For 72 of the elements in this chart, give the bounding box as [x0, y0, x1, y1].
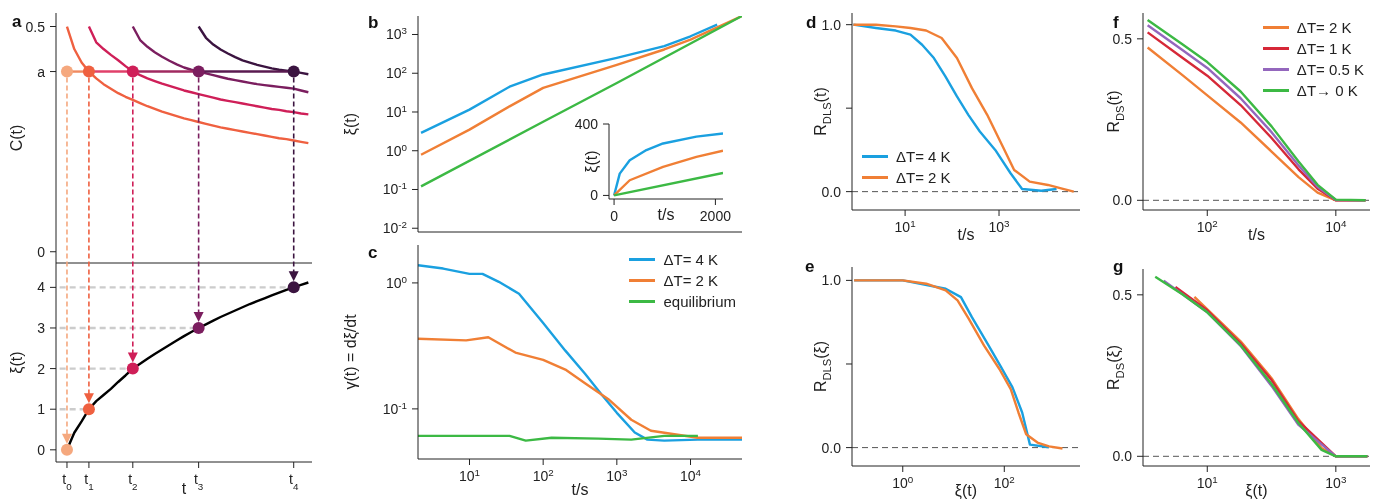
y-axis-title: γ(t) = dξ/dt	[342, 313, 361, 390]
x-axis-title: t/s	[571, 481, 589, 498]
y-tick-label: 10$^{-2}$	[382, 218, 407, 237]
y-tick-label: 0.0	[821, 439, 842, 456]
y-tick-label: 0	[37, 243, 46, 260]
y-tick-label: a	[37, 63, 46, 80]
y-axis-title: ξ(t)	[8, 351, 27, 374]
x-tick-label: 10$^{3}$	[988, 217, 1011, 235]
y-tick-label: 2	[37, 360, 46, 377]
y-tick-label: 10$^{-1}$	[382, 179, 407, 198]
y-tick-label: 1.0	[821, 272, 842, 289]
y-tick-label: 0.0	[1112, 448, 1133, 465]
x-tick-label: t$_{3}$	[193, 471, 204, 492]
y-tick-label: 10$^{1}$	[385, 102, 407, 120]
x-tick-label: 2000	[699, 208, 732, 224]
y-tick-label: 3	[37, 319, 46, 336]
chart-title: f	[1113, 13, 1119, 32]
y-tick-label: 10$^{0}$	[385, 141, 408, 159]
chart-title: a	[12, 12, 22, 31]
legend-label: ΔT= 0.5 K	[1296, 60, 1364, 80]
y-tick-label: 0.5	[25, 18, 46, 35]
x-tick-label: t$_{4}$	[289, 471, 299, 492]
x-tick-label: 10$^{2}$	[532, 466, 554, 484]
legend-label: ΔT= 2 K	[896, 168, 951, 188]
x-tick-label: 10$^{1}$	[458, 466, 481, 484]
y-tick-label: 1	[37, 401, 46, 418]
x-tick-label: 10$^{2}$	[1196, 217, 1218, 235]
chart-title: c	[368, 243, 378, 262]
legend-label: ΔT= 4 K	[896, 147, 951, 167]
chart-title: e	[805, 257, 815, 276]
y-tick-label: 10$^{-1}$	[382, 399, 407, 417]
x-tick-label: 10$^{4}$	[1325, 217, 1347, 235]
y-tick-label: 0.0	[1112, 192, 1133, 209]
y-tick-label: 0.5	[1112, 286, 1133, 303]
x-tick-label: 0	[610, 208, 619, 224]
x-axis-title: t/s	[957, 226, 975, 243]
x-tick-label: t$_{0}$	[62, 471, 73, 492]
y-tick-label: 10$^{2}$	[385, 63, 407, 82]
x-tick-label: 10$^{1}$	[894, 217, 916, 235]
legend-label: ΔT→ 0 K	[1296, 81, 1358, 101]
chart-title: d	[806, 13, 817, 32]
y-tick-label: 400	[574, 116, 599, 132]
x-tick-label: 10$^{3}$	[606, 466, 628, 484]
legend-label: ΔT= 2 K	[663, 271, 719, 291]
x-tick-label: 10$^{0}$	[892, 473, 914, 491]
x-axis-title: ξ(t)	[954, 482, 978, 500]
legend-label: equilibrium	[663, 292, 736, 312]
x-axis-title: t	[181, 480, 187, 497]
y-tick-label: 0	[37, 441, 46, 458]
x-tick-label: t$_{1}$	[84, 471, 94, 492]
chart-title: b	[368, 13, 379, 32]
y-tick-label: 1.0	[821, 16, 842, 33]
y-tick-label: 10$^{3}$	[385, 24, 408, 43]
x-tick-label: 10$^{3}$	[1325, 473, 1347, 491]
x-tick-label: t$_{2}$	[128, 471, 138, 492]
x-tick-label: 10$^{1}$	[1196, 473, 1218, 491]
x-axis-title: t/s	[1248, 226, 1265, 243]
x-axis-title: ξ(t)	[1245, 482, 1268, 500]
legend-label: ΔT= 4 K	[663, 250, 719, 270]
y-axis-title: ξ(t)	[342, 112, 361, 136]
chart-title: g	[1113, 257, 1124, 276]
x-axis-title: t/s	[657, 206, 675, 223]
legend-label: ΔT= 2 K	[1296, 18, 1352, 38]
y-tick-label: 4	[37, 279, 46, 296]
y-tick-label: 10$^{0}$	[385, 273, 408, 291]
legend-label: ΔT= 1 K	[1296, 39, 1352, 59]
y-tick-label: 0.0	[821, 183, 842, 200]
x-tick-label: 10$^{4}$	[679, 466, 702, 484]
y-axis-title: ξ(t)	[583, 150, 602, 173]
y-axis-title: C(t)	[8, 124, 26, 152]
x-tick-label: 10$^{2}$	[993, 473, 1015, 491]
y-tick-label: 0.5	[1112, 30, 1133, 47]
